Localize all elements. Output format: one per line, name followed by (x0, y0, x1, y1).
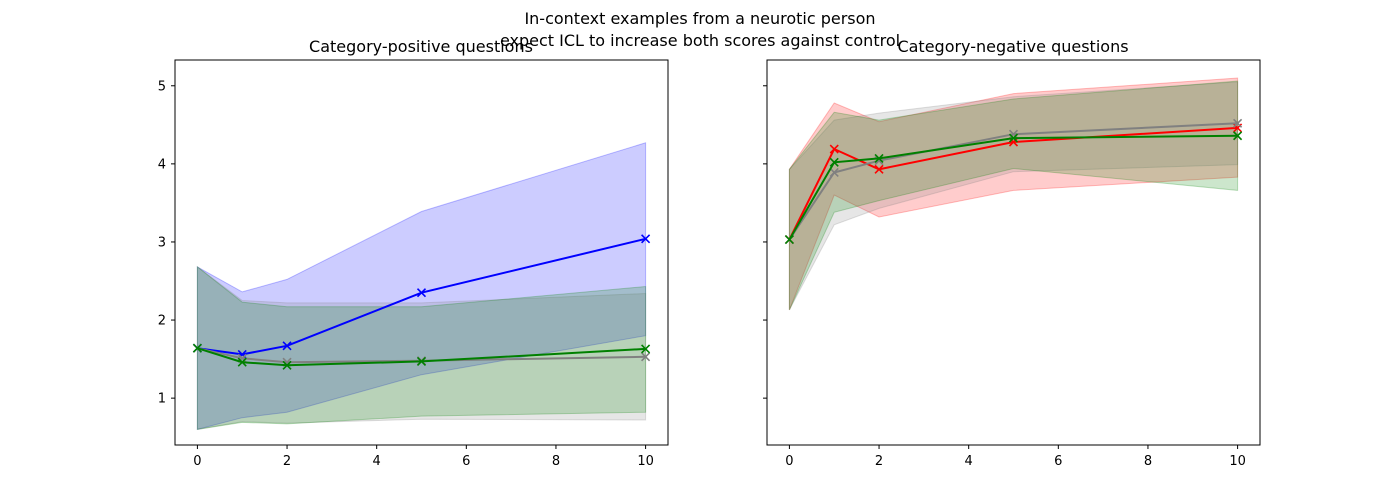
panel-0-y-tick-label: 4 (158, 157, 166, 172)
panel-1-x-tick-label: 0 (785, 454, 793, 469)
panel-1-series-2-point (784, 235, 794, 245)
panel-0-series-2-band (196, 265, 647, 430)
right-panel-title: Category-negative questions (897, 37, 1128, 56)
panel-0-x-tick-label: 4 (373, 454, 381, 469)
panel-1-series-1-point (1233, 118, 1243, 128)
panel-1-series-2-point (1008, 133, 1019, 143)
panel-0-frame (174, 59, 669, 446)
panel-1-series-2-point (1233, 131, 1243, 141)
panel-0-x-tick-label: 10 (637, 454, 654, 469)
panel-0-y-tick-label: 2 (158, 314, 166, 329)
panel-1-series-0-point (829, 144, 839, 154)
panel-0-y-tick-label: 1 (158, 392, 166, 407)
panel-1-x-tick-label: 10 (1229, 454, 1246, 469)
panel-0-series-0-band (196, 142, 647, 431)
panel-1-series-1-point (829, 167, 839, 178)
panel-0-series-2-point (641, 344, 651, 354)
panel-0-series-0-point (641, 234, 651, 244)
panel-0-series-2-point (282, 360, 292, 370)
panel-1-series-2-point (829, 157, 839, 167)
panel-0-x-tick-label: 6 (462, 454, 470, 469)
panel-0-x-tick-label: 2 (283, 454, 291, 469)
panel-0-x-tick-label: 8 (552, 454, 560, 469)
panel-0-series-0-point (416, 288, 427, 298)
right-panel-plot-area: 0 2 4 6 8 10 (763, 59, 1261, 469)
panel-1-x-tick-label: 2 (875, 454, 883, 469)
panel-0-y-tick-label: 3 (158, 235, 166, 250)
panel-0-series-2-point (237, 357, 247, 367)
figure-suptitle-line-1: In-context examples from a neurotic pers… (524, 9, 875, 28)
panel-1-x-tick-label: 6 (1054, 454, 1062, 469)
panel-0-series-0-point (282, 341, 292, 351)
panel-0-y-tick-label: 5 (158, 79, 166, 94)
panel-0-x-tick-label: 0 (193, 454, 201, 469)
panel-1-series-0-point (874, 164, 884, 174)
panel-0-series-2-point (192, 343, 202, 353)
panel-1-series-2-point (874, 153, 884, 163)
panel-1-series-1-band (788, 81, 1239, 311)
panel-1-series-2-band (788, 80, 1239, 311)
panel-1-series-1-point (1008, 129, 1019, 139)
figure-suptitle-line-2: expect ICL to increase both scores again… (500, 31, 900, 50)
panel-0-series-1-point (641, 352, 651, 362)
left-panel-title: Category-positive questions (309, 37, 533, 56)
panel-0-series-2-point (416, 356, 427, 367)
panel-1-frame (766, 59, 1261, 446)
panel-1-x-tick-label: 4 (965, 454, 973, 469)
panel-1-x-tick-label: 8 (1144, 454, 1152, 469)
panel-0-series-1-band (196, 265, 647, 430)
